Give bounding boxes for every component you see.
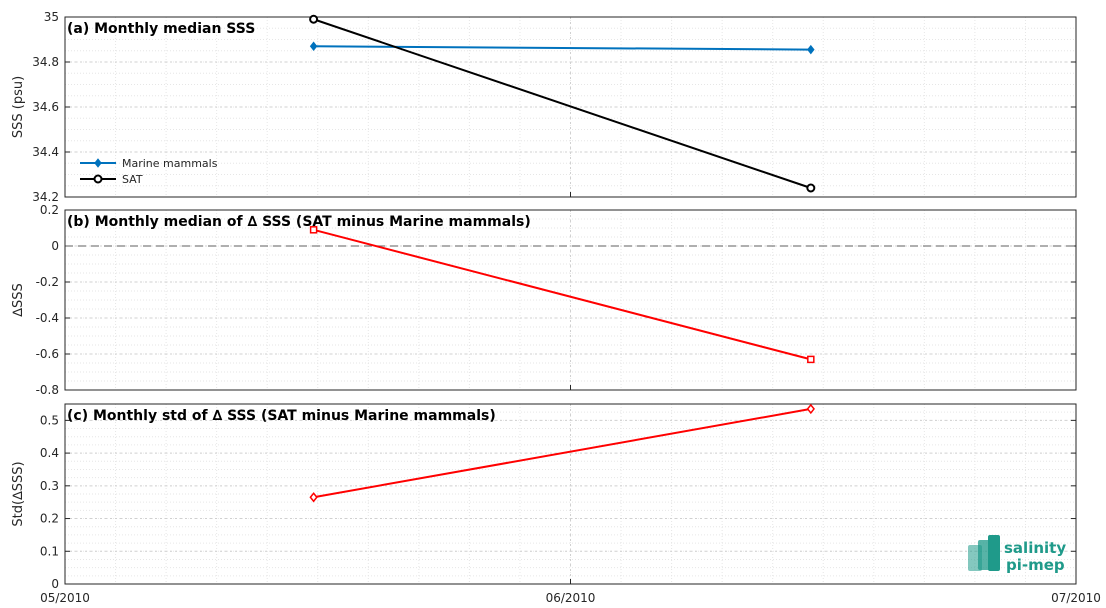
y-tick-label: 34.4: [32, 145, 59, 159]
series-line: [313, 228, 812, 361]
y-tick-label: 34.8: [32, 55, 59, 69]
y-tick-label: 0: [51, 239, 59, 253]
x-tick-label: 05/2010: [40, 591, 90, 605]
data-point: [94, 158, 102, 168]
salinity-pi-mep-logo: salinity pi-mep: [968, 535, 1066, 574]
logo-bar: [988, 535, 1000, 571]
y-tick-label: 0.5: [40, 413, 59, 427]
y-tick-label: -0.2: [36, 275, 59, 289]
series-line: [313, 45, 811, 51]
series-delta: [309, 226, 815, 364]
series-line: [313, 18, 812, 189]
y-axis-label: ∆SSS: [11, 283, 26, 317]
y-tick-label: -0.6: [36, 347, 59, 361]
series-delta: [309, 403, 815, 503]
panel-3: 0 0.1 0.2 0.3 0.4 0.5 (c) Monthly std of ∆ SSS…: [11, 403, 1077, 591]
y-tick-label: 35: [44, 10, 59, 24]
data-point: [309, 41, 318, 51]
series-sat: [309, 14, 816, 193]
data-point: [806, 183, 816, 193]
y-axis-label: Std(∆SSS): [11, 461, 26, 526]
y-tick-label: 0.4: [40, 446, 59, 460]
panel-2: -0.8 -0.6 -0.4 -0.2 0 0.2 (b) Monthly median o…: [11, 203, 1077, 397]
legend: Marine mammals SAT: [80, 157, 218, 186]
panel-title: (b) Monthly median of ∆ SSS (SAT minus M…: [67, 214, 531, 230]
x-tick-label: 07/2010: [1051, 591, 1101, 605]
panel-title: (c) Monthly std of ∆ SSS (SAT minus Mari…: [67, 408, 496, 424]
y-tick-label: 34.2: [32, 190, 59, 204]
legend-label: SAT: [122, 173, 143, 186]
logo-mark-icon: [968, 535, 1000, 571]
y-axis-label: SSS (psu): [11, 76, 26, 138]
y-tick-label: 0: [51, 577, 59, 591]
y-tick-label: 0.1: [40, 544, 59, 558]
logo-line1: salinity: [1004, 539, 1066, 557]
logo-line2: pi-mep: [1006, 556, 1065, 574]
y-tick-label: -0.4: [36, 311, 59, 325]
series-line: [313, 407, 811, 499]
data-point: [309, 14, 319, 24]
panel-1: 34.2 34.4 34.6 34.8 35 (a) Monthly median SSS…: [11, 10, 1077, 204]
legend-label: Marine mammals: [122, 157, 218, 170]
panel-title: (a) Monthly median SSS: [67, 21, 255, 37]
data-point: [309, 492, 318, 503]
x-tick-labels: 05/2010 06/2010 07/2010: [40, 192, 1101, 605]
y-tick-label: 0.2: [40, 203, 59, 217]
data-point: [806, 403, 815, 415]
data-point: [93, 174, 103, 184]
data-point: [807, 355, 815, 364]
y-tick-label: 0.2: [40, 512, 59, 526]
data-point: [807, 44, 815, 55]
y-tick-label: 0.3: [40, 479, 59, 493]
y-tick-label: 34.6: [32, 100, 59, 114]
data-point: [309, 226, 318, 234]
x-tick-label: 06/2010: [546, 591, 596, 605]
y-tick-label: -0.8: [36, 383, 59, 397]
